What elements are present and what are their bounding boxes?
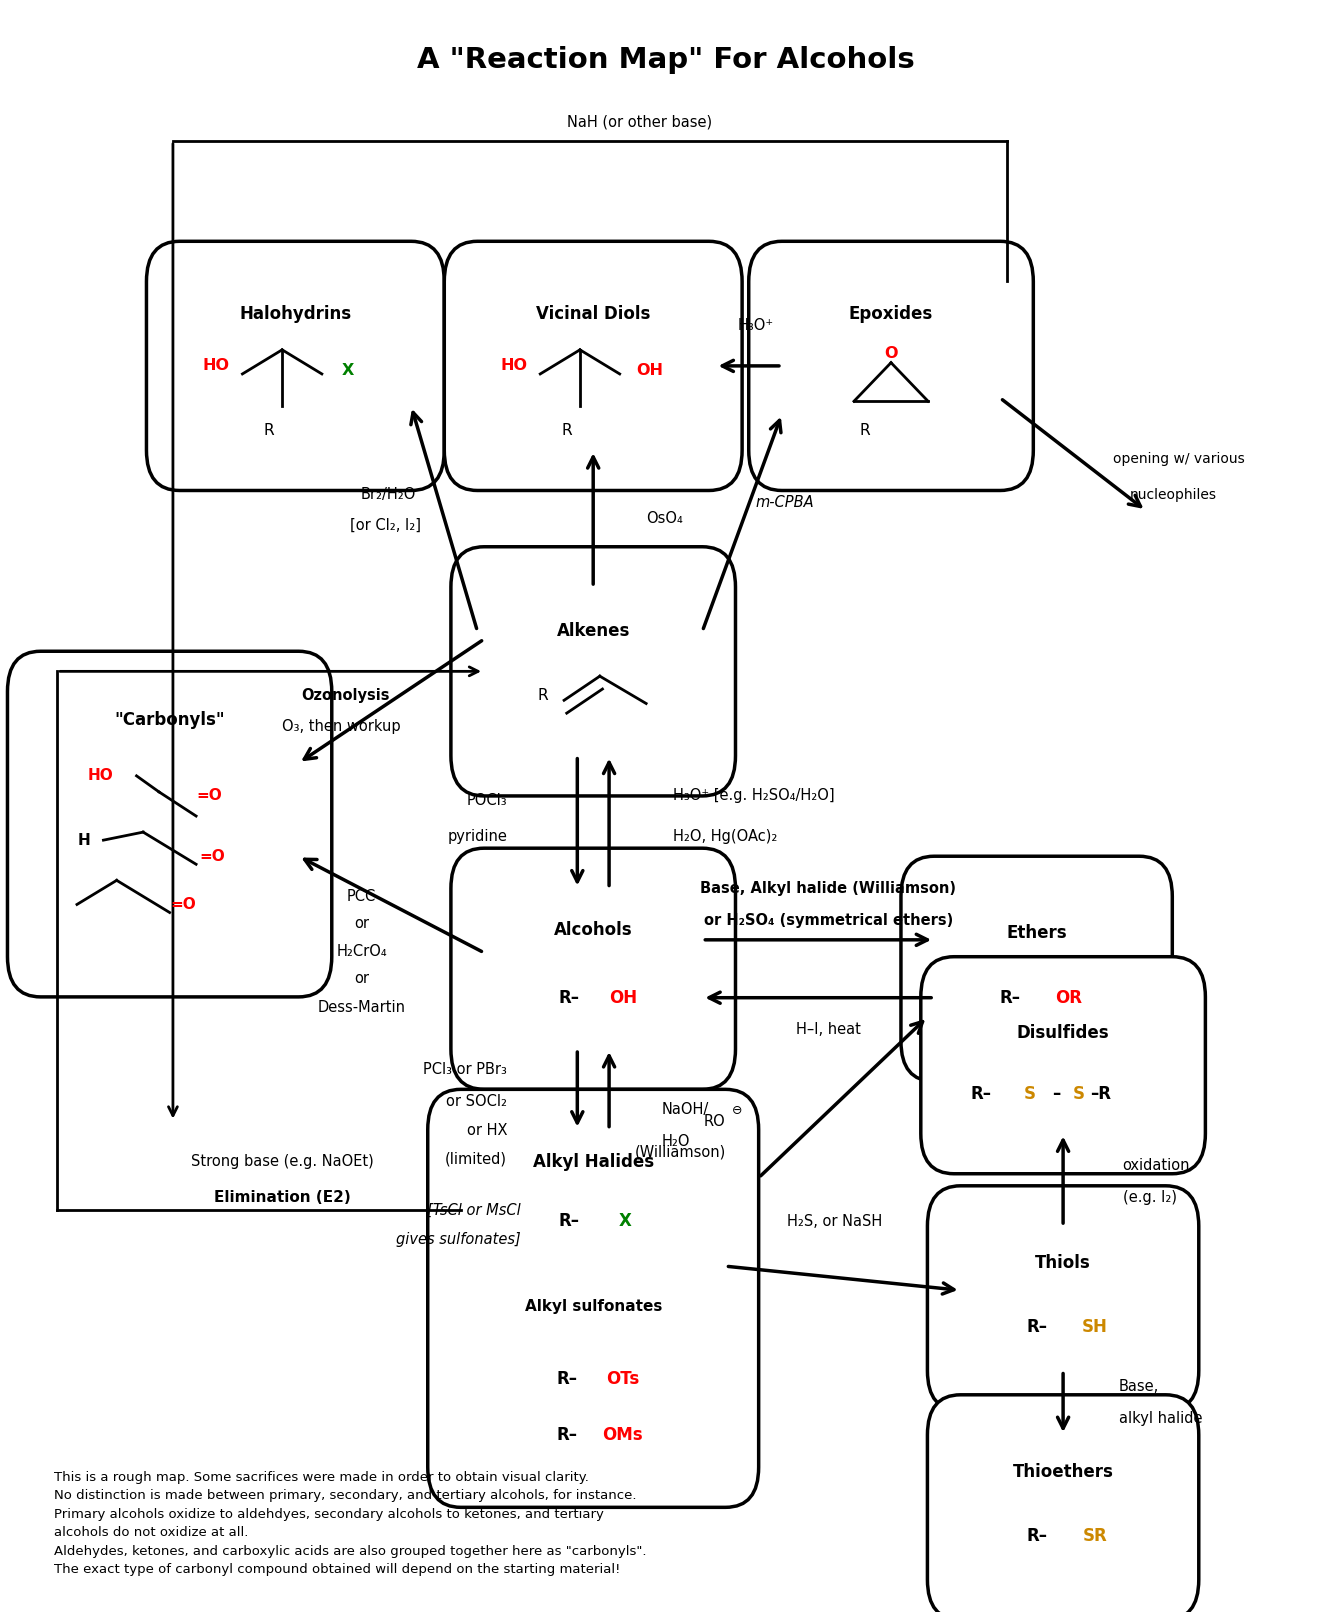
FancyBboxPatch shape <box>920 957 1205 1173</box>
Text: H₂O, Hg(OAc)₂: H₂O, Hg(OAc)₂ <box>673 829 777 844</box>
Text: HO: HO <box>88 768 113 784</box>
FancyBboxPatch shape <box>900 856 1172 1081</box>
Text: –: – <box>1052 1086 1060 1104</box>
Text: NaOH/: NaOH/ <box>662 1102 709 1117</box>
Text: H₂CrO₄: H₂CrO₄ <box>336 944 386 958</box>
Text: oxidation: oxidation <box>1123 1159 1191 1173</box>
Text: (limited): (limited) <box>445 1152 507 1167</box>
Text: R: R <box>859 423 870 438</box>
Text: OTs: OTs <box>606 1370 639 1388</box>
Text: PCC: PCC <box>346 889 376 903</box>
FancyBboxPatch shape <box>452 848 735 1089</box>
Text: [or Cl₂, I₂]: [or Cl₂, I₂] <box>350 517 421 533</box>
Text: R–: R– <box>557 1370 577 1388</box>
FancyBboxPatch shape <box>452 546 735 797</box>
Text: R–: R– <box>559 1212 579 1230</box>
Text: OH: OH <box>610 989 638 1007</box>
Text: or H₂SO₄ (symmetrical ethers): or H₂SO₄ (symmetrical ethers) <box>703 913 952 928</box>
Text: H₃O⁺: H₃O⁺ <box>738 318 774 333</box>
Text: O₃, then workup: O₃, then workup <box>282 719 401 734</box>
Text: POCl₃: POCl₃ <box>466 793 507 808</box>
Text: Vicinal Diols: Vicinal Diols <box>535 305 650 323</box>
Text: R–: R– <box>559 989 579 1007</box>
Text: R–: R– <box>999 989 1020 1007</box>
Text: S: S <box>1074 1086 1086 1104</box>
Text: R–: R– <box>557 1425 577 1445</box>
FancyBboxPatch shape <box>927 1186 1199 1411</box>
Text: Halohydrins: Halohydrins <box>240 305 352 323</box>
Text: Base, Alkyl halide (Williamson): Base, Alkyl halide (Williamson) <box>701 881 956 895</box>
Text: R–: R– <box>1026 1527 1047 1545</box>
Text: OMs: OMs <box>602 1425 642 1445</box>
Text: (Williamson): (Williamson) <box>634 1144 726 1160</box>
Text: gives sulfonates]: gives sulfonates] <box>396 1231 521 1248</box>
Text: Strong base (e.g. NaOEt): Strong base (e.g. NaOEt) <box>190 1154 373 1170</box>
Text: X: X <box>618 1212 631 1230</box>
Text: Alkyl sulfonates: Alkyl sulfonates <box>525 1299 662 1314</box>
Text: H₃O⁺ [e.g. H₂SO₄/H₂O]: H₃O⁺ [e.g. H₂SO₄/H₂O] <box>673 789 834 803</box>
Text: or HX: or HX <box>466 1123 507 1138</box>
Text: PCl₃ or PBr₃: PCl₃ or PBr₃ <box>424 1062 507 1076</box>
Text: H: H <box>77 832 91 848</box>
FancyBboxPatch shape <box>445 241 742 491</box>
FancyBboxPatch shape <box>749 241 1034 491</box>
Text: OsO₄: OsO₄ <box>646 511 683 527</box>
Text: –R: –R <box>1090 1086 1111 1104</box>
Text: (e.g. I₂): (e.g. I₂) <box>1123 1191 1176 1206</box>
Text: Ethers: Ethers <box>1006 924 1067 942</box>
Text: R: R <box>264 423 274 438</box>
Text: =O: =O <box>198 848 225 863</box>
Text: Br₂/H₂O: Br₂/H₂O <box>361 486 416 503</box>
Text: A "Reaction Map" For Alcohols: A "Reaction Map" For Alcohols <box>417 47 915 74</box>
Text: or SOCl₂: or SOCl₂ <box>446 1094 507 1109</box>
Text: HO: HO <box>202 359 229 373</box>
Text: SH: SH <box>1082 1319 1108 1336</box>
Text: alkyl halide: alkyl halide <box>1119 1411 1203 1427</box>
Text: Elimination (E2): Elimination (E2) <box>213 1189 350 1204</box>
Text: OH: OH <box>637 364 663 378</box>
Text: HO: HO <box>501 359 527 373</box>
Text: Ozonolysis: Ozonolysis <box>301 688 390 703</box>
Text: This is a rough map. Some sacrifices were made in order to obtain visual clarity: This is a rough map. Some sacrifices wer… <box>55 1471 647 1577</box>
Text: R: R <box>538 688 549 703</box>
Text: Alcohols: Alcohols <box>554 921 633 939</box>
FancyBboxPatch shape <box>927 1395 1199 1616</box>
Text: R–: R– <box>1026 1319 1047 1336</box>
Text: Alkyl Halides: Alkyl Halides <box>533 1152 654 1170</box>
Text: H₂O: H₂O <box>662 1134 690 1149</box>
Text: RO: RO <box>703 1113 726 1130</box>
Text: Alkenes: Alkenes <box>557 622 630 640</box>
Text: ⊖: ⊖ <box>733 1104 743 1117</box>
Text: O: O <box>884 346 898 360</box>
Text: Thiols: Thiols <box>1035 1254 1091 1272</box>
FancyBboxPatch shape <box>8 651 332 997</box>
Text: S: S <box>1024 1086 1036 1104</box>
Text: OR: OR <box>1055 989 1082 1007</box>
Text: Base,: Base, <box>1119 1380 1159 1395</box>
Text: pyridine: pyridine <box>448 829 507 844</box>
Text: m-CPBA: m-CPBA <box>755 494 814 511</box>
Text: or: or <box>354 916 369 931</box>
Text: nucleophiles: nucleophiles <box>1130 488 1217 501</box>
Text: Dess-Martin: Dess-Martin <box>317 1000 405 1015</box>
Text: H₂S, or NaSH: H₂S, or NaSH <box>787 1214 882 1228</box>
FancyBboxPatch shape <box>147 241 445 491</box>
FancyBboxPatch shape <box>428 1089 759 1508</box>
Text: X: X <box>342 364 354 378</box>
Text: Disulfides: Disulfides <box>1016 1025 1110 1042</box>
Text: "Carbonyls": "Carbonyls" <box>115 711 225 729</box>
Text: R–: R– <box>971 1086 991 1104</box>
Text: R: R <box>561 423 571 438</box>
Text: NaH (or other base): NaH (or other base) <box>567 115 713 129</box>
Text: Epoxides: Epoxides <box>848 305 934 323</box>
Text: SR: SR <box>1083 1527 1107 1545</box>
Text: opening w/ various: opening w/ various <box>1112 452 1244 465</box>
Text: [TsCl or MsCl: [TsCl or MsCl <box>426 1204 521 1218</box>
Text: or: or <box>354 971 369 986</box>
Text: =O: =O <box>170 897 196 911</box>
Text: =O: =O <box>196 787 222 803</box>
Text: Thioethers: Thioethers <box>1012 1462 1114 1480</box>
Text: H–I, heat: H–I, heat <box>795 1023 860 1037</box>
